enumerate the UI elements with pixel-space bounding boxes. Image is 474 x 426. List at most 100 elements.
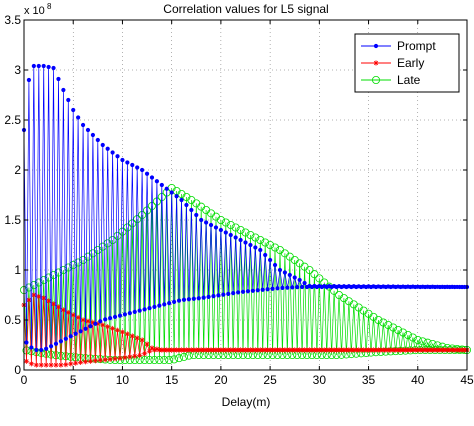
data-point [189, 207, 194, 213]
data-point [80, 122, 86, 128]
data-point [48, 362, 54, 368]
data-point [211, 294, 216, 299]
series-prompt [21, 63, 470, 353]
data-point [155, 355, 164, 364]
data-point [132, 353, 138, 359]
data-point [160, 355, 169, 364]
data-point [82, 359, 89, 365]
data-point [216, 293, 221, 298]
data-point [90, 319, 96, 326]
x-tick-label: 20 [214, 373, 228, 387]
data-point [270, 286, 275, 291]
data-point [51, 65, 56, 71]
data-point [54, 268, 63, 277]
data-point [137, 308, 142, 313]
data-point [117, 355, 123, 361]
x-tick-label: 5 [70, 373, 77, 387]
data-point [41, 295, 47, 301]
data-point [110, 325, 116, 332]
data-point [201, 295, 206, 300]
data-point [58, 362, 64, 368]
data-point [285, 285, 290, 290]
data-point [98, 319, 103, 324]
data-point [228, 232, 233, 238]
data-point [75, 314, 81, 321]
data-point [280, 285, 285, 290]
data-point [127, 354, 133, 360]
data-point [231, 291, 236, 296]
data-point [204, 220, 209, 225]
data-point [240, 289, 246, 294]
data-point [170, 355, 179, 364]
data-point [122, 355, 128, 361]
data-point [69, 260, 78, 269]
data-point [233, 235, 238, 240]
data-point [169, 190, 174, 195]
data-point [248, 242, 253, 248]
data-point [272, 262, 278, 268]
data-point [36, 63, 41, 69]
data-point [167, 301, 172, 306]
x-tick-label: 45 [460, 373, 474, 387]
data-point [315, 274, 324, 283]
data-point [87, 358, 94, 364]
data-point [260, 287, 265, 292]
data-point [125, 160, 130, 165]
data-point [413, 335, 422, 344]
data-point [408, 333, 417, 342]
data-point [297, 277, 302, 283]
legend: Prompt Early Late [354, 33, 460, 93]
data-point [255, 288, 260, 293]
data-point [379, 318, 388, 327]
x-tick-label: 10 [116, 373, 130, 387]
chart-title: Correlation values for L5 signal [163, 2, 328, 16]
data-point [93, 321, 98, 326]
data-point [26, 77, 32, 83]
data-point [134, 335, 140, 341]
data-point [24, 340, 29, 345]
data-point [76, 115, 81, 120]
data-point [196, 296, 201, 301]
y-tick-label: 0.5 [4, 313, 21, 327]
data-point [63, 362, 69, 368]
data-point [143, 206, 152, 215]
y-exponent-label: x 10 8 [24, 2, 52, 17]
data-point [95, 137, 100, 143]
data-point [250, 288, 255, 293]
data-point [26, 297, 32, 303]
data-point [95, 321, 101, 327]
data-point [149, 345, 155, 351]
data-point [159, 182, 164, 188]
data-point [266, 240, 275, 249]
data-point [49, 270, 58, 279]
data-point [164, 186, 169, 191]
data-point [55, 304, 62, 310]
data-point [107, 356, 113, 362]
data-point [100, 142, 105, 148]
data-point [231, 223, 240, 232]
data-point [174, 194, 179, 199]
y-tick-label: 0 [14, 363, 21, 377]
data-point [34, 347, 39, 353]
data-point [268, 257, 273, 263]
data-point [256, 235, 265, 244]
data-point [245, 289, 251, 294]
data-point [112, 314, 118, 319]
data-point [302, 280, 307, 286]
y-exponent-text: 8 [47, 2, 52, 11]
data-point [221, 292, 226, 297]
axes [23, 19, 468, 371]
data-point [44, 273, 53, 282]
data-point [292, 275, 297, 280]
data-point [199, 217, 204, 223]
data-point [139, 337, 145, 343]
data-point [48, 344, 54, 349]
data-point [108, 316, 113, 321]
data-point [147, 306, 152, 311]
data-point [61, 87, 66, 93]
y-tick-label: 2.5 [4, 113, 21, 127]
data-point [78, 359, 84, 365]
data-point [181, 297, 187, 302]
data-point [63, 336, 68, 341]
data-point [246, 230, 255, 239]
